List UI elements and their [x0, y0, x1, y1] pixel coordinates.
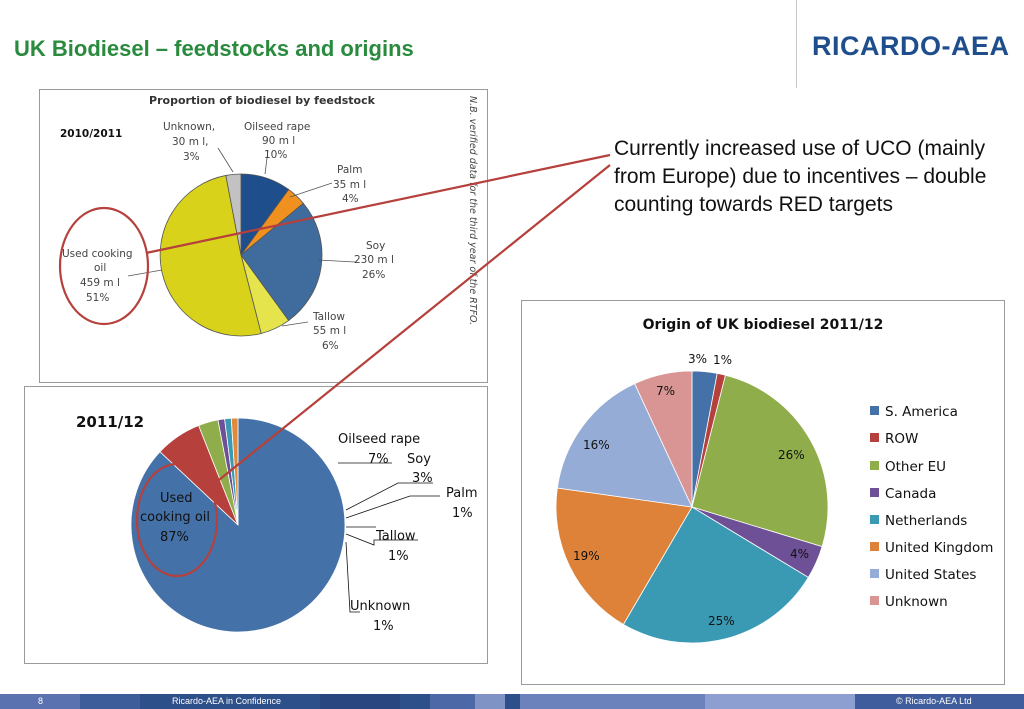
c1-pct-unknown: 3% [183, 151, 200, 163]
highlight-ellipse-uco-2011 [135, 462, 219, 578]
legend-swatch-canada [870, 488, 879, 497]
c3-pct-othereu: 26% [778, 448, 805, 462]
c2-label-palm: Palm [446, 486, 478, 501]
c3-pct-unknown: 7% [656, 384, 675, 398]
chart2-title: 2011/12 [76, 413, 144, 431]
c3-pct-samerica: 3% [688, 352, 707, 366]
legend-swatch-united-states [870, 569, 879, 578]
c2-label-uco-2: cooking oil [140, 510, 210, 525]
legend-label-netherlands: Netherlands [885, 513, 967, 529]
c1-vol-palm: 35 m l [333, 179, 366, 191]
legend-swatch-united-kingdom [870, 542, 879, 551]
callout-line-2011 [213, 164, 611, 485]
c2-label-tallow: Tallow [375, 529, 416, 544]
c1-label-palm: Palm [337, 164, 362, 176]
c1-pct-oilseed: 10% [264, 149, 287, 161]
c1-label-uco-1: Used cooking [62, 248, 133, 260]
logo-divider [796, 0, 797, 88]
c3-slice-other-eu [691, 374, 829, 548]
footer-confidential: Ricardo-AEA in Confidence [172, 696, 282, 706]
c1-pct-tallow: 6% [322, 340, 339, 352]
legend-label-united-states: United States [885, 567, 976, 583]
footer-page-number: 8 [38, 696, 44, 706]
c2-pct-oilseed: 7% [368, 452, 389, 467]
ricardo-aea-logo: RICARDO-AEA [812, 31, 1010, 61]
legend-swatch-unknown [870, 596, 879, 605]
slide-title: UK Biodiesel – feedstocks and origins [14, 36, 414, 61]
c1-label-tallow: Tallow [312, 311, 345, 323]
c1-pct-soy: 26% [362, 269, 385, 281]
chart1-note: N.B. verified data for the third year of… [467, 96, 478, 325]
c3-slice-united-states [556, 383, 693, 508]
legend-swatch-row [870, 433, 879, 442]
callout-line-2010 [145, 153, 611, 255]
c1-label-oilseed: Oilseed rape [244, 121, 310, 133]
legend-label-s-america: S. America [885, 404, 958, 420]
c3-pct-canada: 4% [790, 547, 809, 561]
c3-pct-us: 16% [583, 438, 610, 452]
c2-pct-tallow: 1% [388, 549, 409, 564]
footer-bar: 8 Ricardo-AEA in Confidence © Ricardo-AE… [0, 694, 1024, 709]
c1-vol-soy: 230 m l [354, 254, 394, 266]
legend-label-row: ROW [885, 431, 918, 447]
legend-swatch-s-america [870, 406, 879, 415]
c2-pct-unknown: 1% [373, 619, 394, 634]
callout-text: Currently increased use of UCO (mainly f… [614, 137, 987, 216]
c3-pct-row: 1% [713, 353, 732, 367]
footer-copyright: © Ricardo-AEA Ltd [896, 696, 972, 706]
c1-vol-uco: 459 m l [80, 277, 120, 289]
chart1-title: Proportion of biodiesel by feedstock [149, 94, 376, 107]
c1-label-unknown: Unknown, [163, 121, 215, 133]
c1-vol-tallow: 55 m l [313, 325, 346, 337]
chart3-title: Origin of UK biodiesel 2011/12 [643, 317, 884, 333]
c2-slice-unknown [230, 417, 239, 526]
c3-pct-uk: 19% [573, 549, 600, 563]
c1-pct-uco: 51% [86, 292, 109, 304]
legend-label-canada: Canada [885, 486, 936, 502]
chart-origin: Origin of UK biodiesel 2011/12 3% 1% 26%… [555, 317, 993, 644]
c3-slice-netherlands [622, 506, 809, 644]
c1-pct-palm: 4% [342, 193, 359, 205]
c1-vol-oilseed: 90 m l [262, 135, 295, 147]
c2-label-oilseed: Oilseed rape [338, 432, 420, 447]
legend-swatch-other-eu [870, 461, 879, 470]
chart3-legend: S. America ROW Other EU Canada Netherlan… [870, 404, 993, 610]
chart-feedstock-2011: 2011/12 Oilseed rape 7% Soy 3% Palm 1% T… [76, 413, 478, 634]
c1-slice-soy [240, 202, 323, 322]
c2-pct-soy: 3% [412, 471, 433, 486]
highlight-ellipse-uco-2010 [58, 206, 150, 326]
slide-graphics: Proportion of biodiesel by feedstock 201… [58, 94, 993, 644]
legend-label-other-eu: Other EU [885, 459, 946, 475]
c3-pct-netherlands: 25% [708, 614, 735, 628]
c1-label-soy: Soy [366, 240, 385, 252]
c3-slice-united-kingdom [555, 487, 693, 625]
c1-label-uco-2: oil [94, 262, 106, 274]
chart-feedstock-2010: Proportion of biodiesel by feedstock 201… [60, 94, 478, 352]
c2-label-uco-1: Used [160, 491, 193, 506]
legend-label-unknown: Unknown [885, 594, 948, 610]
c3-slice-unknown [634, 370, 693, 508]
c2-pct-palm: 1% [452, 506, 473, 521]
c2-pct-uco: 87% [160, 530, 189, 545]
legend-label-united-kingdom: United Kingdom [885, 540, 993, 556]
c1-vol-unknown: 30 m l, [172, 136, 209, 148]
chart1-period: 2010/2011 [60, 128, 122, 140]
c2-label-unknown: Unknown [350, 599, 410, 614]
c1-slice-used-cooking-oil [159, 174, 262, 337]
legend-swatch-netherlands [870, 515, 879, 524]
c2-label-soy: Soy [407, 452, 431, 467]
